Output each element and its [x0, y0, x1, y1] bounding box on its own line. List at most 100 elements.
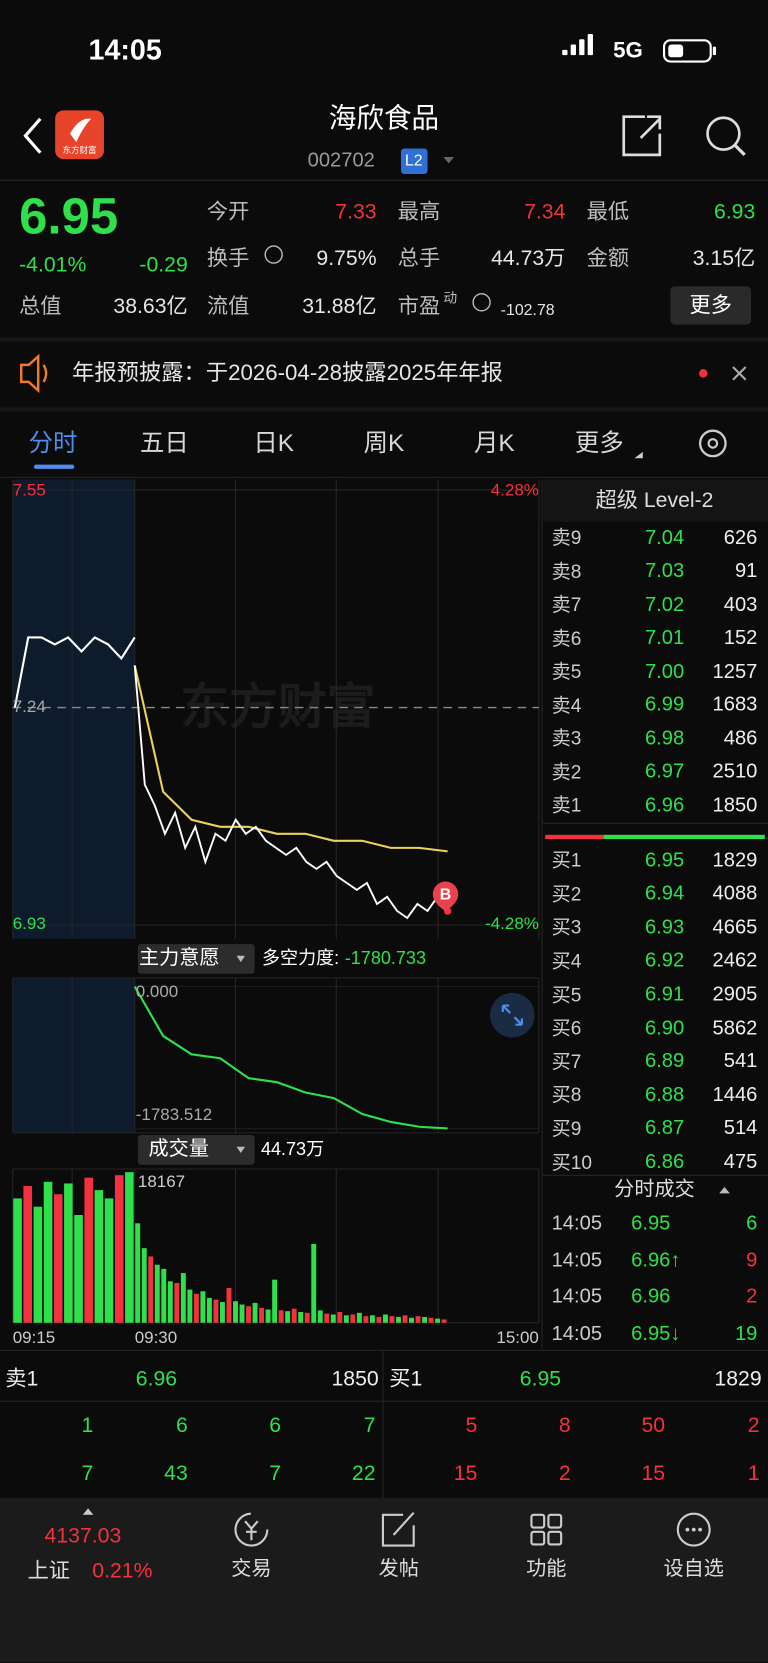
trade-volume: 9 [746, 1249, 758, 1272]
ask-tick: 7 [269, 1461, 282, 1486]
book-price: 6.93 [644, 916, 685, 939]
book-price: 7.01 [644, 627, 685, 650]
price-axis-top: 7.55 [12, 482, 46, 501]
summary-label: 卖1 [5, 1367, 39, 1391]
tab[interactable]: 日K [253, 428, 295, 457]
ask-tick: 43 [164, 1461, 188, 1486]
volume-bar [219, 1302, 225, 1323]
book-price: 6.94 [644, 882, 685, 906]
nav-item[interactable]: 发帖 [378, 1557, 420, 1581]
quote-value: 3.15亿 [692, 247, 756, 271]
book-volume: 486 [723, 727, 758, 750]
price-axis-mid: 7.24 [12, 698, 46, 717]
more-button[interactable] [670, 286, 752, 325]
flow-tick-label: -1783.512 [135, 1106, 213, 1125]
tab-underline [33, 464, 75, 469]
nav-item[interactable]: 功能 [526, 1557, 567, 1581]
search-button[interactable] [706, 116, 741, 151]
volume-bar [167, 1281, 173, 1323]
volume-bar [324, 1313, 330, 1323]
book-label: 卖1 [551, 794, 582, 816]
selector[interactable] [137, 1135, 255, 1165]
book-label: 卖3 [551, 727, 582, 750]
change-abs: -0.29 [139, 253, 188, 277]
selector-arrow [236, 955, 246, 963]
quote-value: -102.78 [500, 301, 555, 320]
volume-bar [330, 1314, 336, 1323]
logo-mark [70, 118, 92, 143]
volume-bar [74, 1214, 83, 1323]
settings-inner [707, 438, 719, 449]
tab[interactable]: 分时 [28, 428, 78, 457]
volume-selector[interactable]: 成交量 [148, 1137, 209, 1161]
book-price: 7.03 [644, 560, 685, 583]
settings-button[interactable] [698, 429, 727, 458]
buy-marker-text: B [440, 887, 452, 904]
tab[interactable]: 五日 [140, 428, 189, 457]
index-arrow [82, 1508, 94, 1515]
bid-tick: 15 [453, 1461, 478, 1486]
nav-item[interactable]: 设自选 [663, 1557, 724, 1581]
trade-price: 6.96↑ [631, 1249, 681, 1272]
book-volume: 152 [723, 627, 758, 650]
bid-tick: 8 [558, 1414, 571, 1438]
quote-label: 总值 [19, 294, 62, 319]
more-button-text[interactable]: 更多 [689, 293, 732, 318]
tab-dropdown [634, 451, 643, 459]
index-value: 4137.03 [44, 1524, 122, 1548]
volume-bar [376, 1316, 382, 1323]
share-button[interactable] [622, 115, 662, 157]
time-label: 09:15 [12, 1329, 56, 1348]
back-button[interactable] [23, 117, 42, 154]
book-price: 6.92 [644, 949, 685, 973]
function-icon [547, 1513, 563, 1529]
volume-bar [187, 1289, 193, 1323]
book-label: 卖2 [551, 761, 582, 783]
trade-price: 6.95↓ [631, 1322, 681, 1345]
trade-volume: 6 [746, 1212, 758, 1235]
book-header-bg [543, 479, 768, 522]
book-price: 6.89 [644, 1050, 685, 1073]
volume-bar [125, 1172, 134, 1323]
flow-selector[interactable]: 主力意愿 [138, 946, 220, 970]
expand-button[interactable] [490, 992, 535, 1038]
book-volume: 1446 [712, 1083, 758, 1107]
book-volume: 2905 [712, 983, 758, 1006]
watch-icon-dot [691, 1527, 696, 1532]
book-volume: 1850 [712, 794, 758, 817]
book-volume: 626 [723, 526, 758, 550]
selector[interactable] [137, 944, 255, 974]
change-pct: -4.01% [19, 253, 87, 277]
book-label: 买1 [551, 849, 582, 872]
volume-bar [94, 1190, 104, 1323]
book-price: 6.97 [644, 760, 685, 783]
book-label: 卖8 [551, 560, 582, 583]
volume-bar [84, 1177, 93, 1323]
nav-item[interactable]: 交易 [231, 1557, 272, 1581]
volume-bar [356, 1312, 362, 1323]
summary-volume: 1829 [714, 1367, 762, 1391]
notice-close[interactable] [732, 366, 747, 381]
volume-bar [396, 1316, 401, 1323]
volume-bar [239, 1304, 245, 1323]
trades-arrow [719, 1187, 730, 1194]
volume-bar [104, 1198, 114, 1323]
tab[interactable]: 更多 [574, 428, 624, 457]
quote-label: 最高 [397, 200, 441, 224]
ask-tick: 7 [81, 1461, 94, 1486]
speaker-icon [19, 353, 48, 394]
quote-value: 9.75% [316, 247, 377, 271]
book-price: 7.02 [644, 593, 685, 616]
book-volume: 514 [723, 1117, 758, 1140]
volume-bar [233, 1301, 238, 1323]
watch-icon-dot [685, 1527, 690, 1532]
volume-bar [272, 1279, 278, 1323]
level-badge [400, 148, 428, 174]
volume-bar [206, 1297, 212, 1323]
volume-bar [285, 1311, 291, 1323]
premarket-shade [12, 479, 135, 939]
status-time: 14:05 [88, 33, 162, 66]
tab[interactable]: 月K [473, 428, 515, 457]
tab[interactable]: 周K [363, 428, 405, 457]
